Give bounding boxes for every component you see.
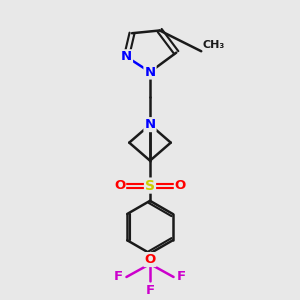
Text: N: N [121,50,132,63]
Text: F: F [114,271,123,284]
Text: S: S [145,178,155,193]
Text: N: N [144,65,156,79]
Text: N: N [144,118,156,131]
Text: O: O [175,179,186,192]
Text: F: F [146,284,154,297]
Text: O: O [114,179,125,192]
Text: CH₃: CH₃ [202,40,225,50]
Text: O: O [144,253,156,266]
Text: F: F [177,271,186,284]
